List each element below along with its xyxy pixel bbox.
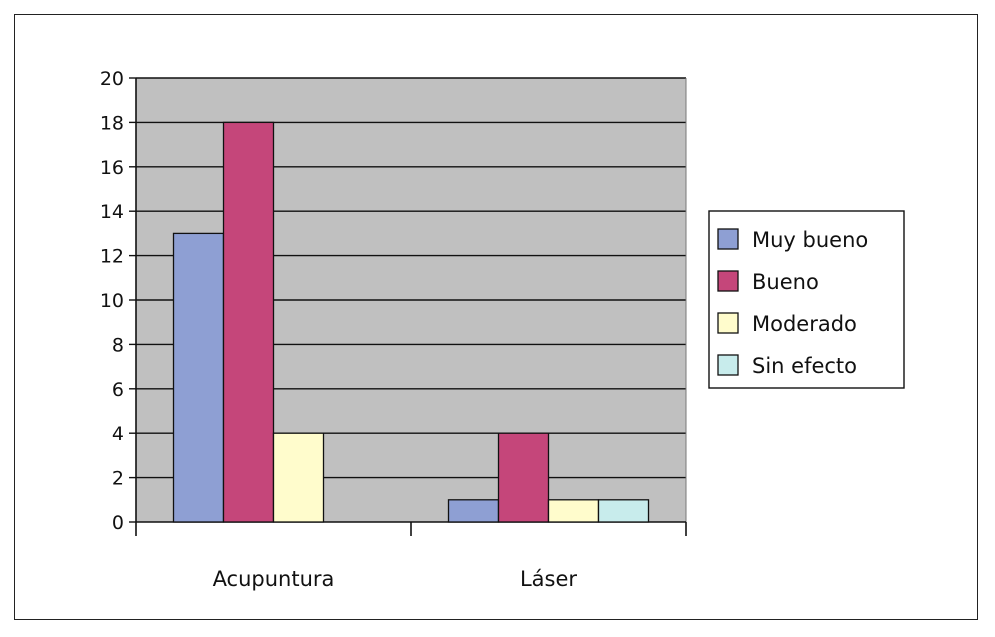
- legend-label: Bueno: [752, 270, 819, 294]
- y-tick-label-4: 4: [112, 423, 124, 445]
- y-tick-label-8: 8: [112, 334, 124, 356]
- x-category-label: Láser: [520, 567, 577, 591]
- y-tick-label-20: 20: [100, 68, 124, 90]
- y-tick-label-16: 16: [100, 157, 124, 179]
- bar-l-ser-muy-bueno: [447, 499, 500, 523]
- y-tick-label-10: 10: [100, 290, 124, 312]
- y-tick-label-12: 12: [100, 246, 124, 268]
- bar-acupuntura-moderado: [272, 432, 325, 523]
- bar-l-ser-moderado: [547, 499, 600, 523]
- y-tick-label-6: 6: [112, 379, 124, 401]
- bar-acupuntura-muy-bueno: [172, 232, 225, 523]
- y-tick-label-2: 2: [112, 468, 124, 490]
- legend-swatch: [717, 354, 739, 376]
- legend-box: [708, 210, 905, 389]
- y-tick-label-18: 18: [100, 112, 124, 134]
- bar-l-ser-sin-efecto: [597, 499, 650, 523]
- legend-swatch: [717, 228, 739, 250]
- bar-acupuntura-bueno: [222, 121, 275, 523]
- bar-l-ser-bueno: [497, 432, 550, 523]
- y-tick-label-0: 0: [112, 512, 124, 534]
- legend-label: Muy bueno: [752, 228, 868, 252]
- legend-label: Sin efecto: [752, 354, 857, 378]
- y-tick-label-14: 14: [100, 201, 124, 223]
- legend-label: Moderado: [752, 312, 857, 336]
- legend-swatch: [717, 270, 739, 292]
- legend-swatch: [717, 312, 739, 334]
- x-category-label: Acupuntura: [213, 567, 335, 591]
